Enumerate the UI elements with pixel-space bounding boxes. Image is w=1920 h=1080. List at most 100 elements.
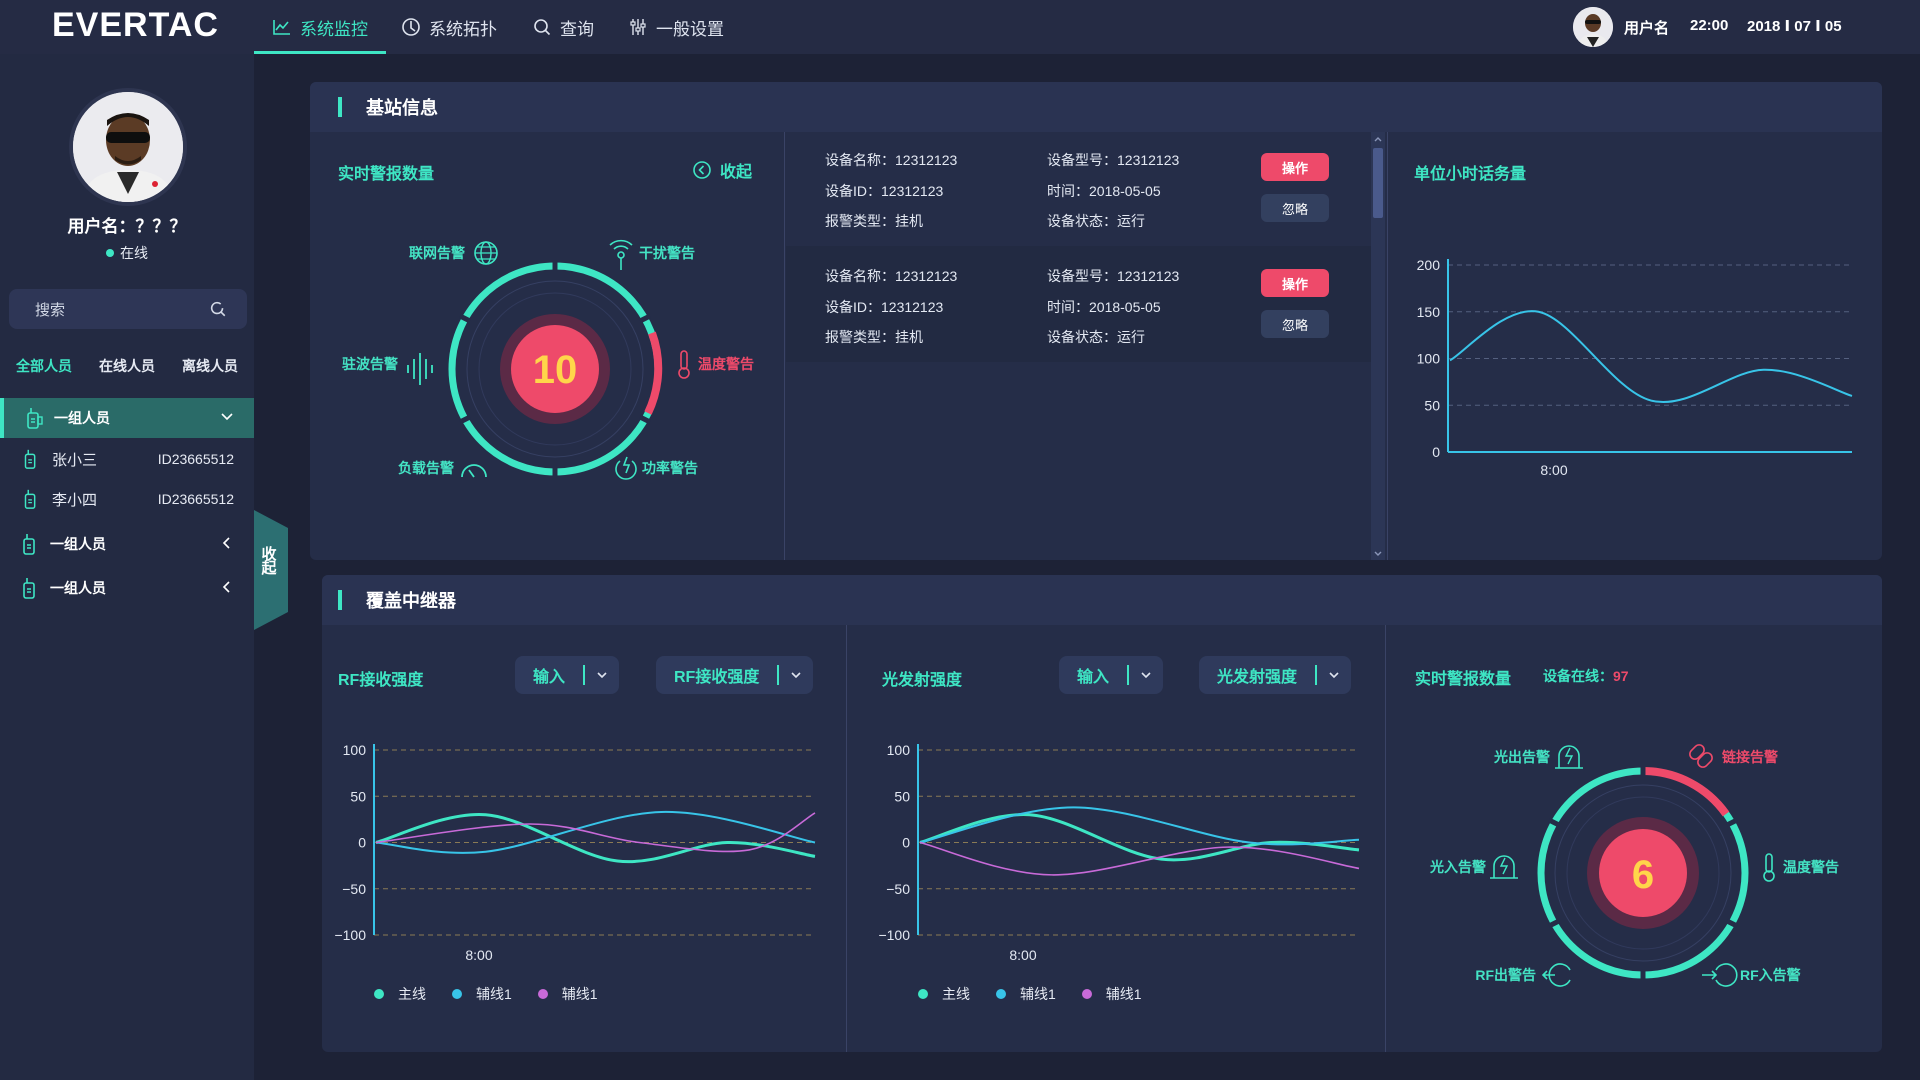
nav-general-settings[interactable]: 一般设置 [628,0,724,54]
optical-legend: 主线 辅线1 辅线1 [918,984,1142,1004]
y-tick-label: 50 [1424,397,1440,413]
online-status: 在线 [0,243,254,263]
group-item-3[interactable]: 一组人员 [0,568,254,608]
x-tick-label: 8:00 [1540,462,1567,478]
link-icon [1689,744,1713,768]
nav-query[interactable]: 查询 [532,0,594,54]
series-line-2 [375,810,816,854]
label-temperature-warning: 温度警告 [698,356,754,372]
group-item-1[interactable]: 一组人员 [0,398,254,438]
device-1-id: 设备ID：12312123 [825,181,943,201]
walkie-talkie-icon [23,534,35,555]
collapse-button[interactable]: 收起 [692,158,752,182]
sidebar-collapse-label[interactable]: 收起 [261,546,277,577]
x-tick-label: 8:00 [465,947,492,963]
chevron-left-icon [222,537,230,549]
nav-active-indicator [254,51,386,54]
rf-in-icon [1702,963,1738,987]
y-tick-label: −100 [878,927,910,943]
device-card-bg [786,246,1371,362]
search-icon[interactable] [209,300,227,318]
rf-metric-select[interactable]: RF接收强度 [656,656,814,694]
label-rf-in-alarm: RF入告警 [1740,967,1801,983]
group-name: 一组人员 [50,580,106,596]
ignore-button[interactable]: 忽略 [1261,310,1329,338]
select-value: 输入 [1077,669,1110,686]
sidebar-collapse-tab[interactable] [254,510,288,630]
field-label: 报警类型： [825,213,895,229]
rf-legend: 主线 辅线1 辅线1 [374,984,598,1004]
user-avatar[interactable] [69,88,187,206]
gauge-ticks [1547,765,1739,981]
rf-chart: 100 50 0 −50 −100 8:00 [334,742,816,963]
legend-item-main[interactable]: 主线 [918,984,970,1004]
y-tick-label: 200 [1417,257,1441,273]
field-value: 挂机 [895,213,923,229]
field-label: 时间： [1047,183,1089,199]
legend-item-aux1[interactable]: 辅线1 [452,984,512,1004]
alarm-gauge: 10 联网告警 干扰警告 温度警告 驻波告警 负载告警 功率警告 [342,239,754,480]
power-icon [615,456,637,480]
gauge-inner-ring [1554,784,1732,962]
traffic-chart: 0 50 100 150 200 8:00 [1417,257,1853,478]
rf-input-select[interactable]: 输入 [515,656,620,694]
chevron-left-icon [222,581,230,593]
member-name: 张小三 [52,451,98,469]
field-value: 12312123 [881,299,944,315]
ignore-button[interactable]: 忽略 [1261,194,1329,222]
gauge-inner-ring [466,280,644,458]
optical-input-select[interactable]: 输入 [1059,656,1164,694]
nav-system-monitor[interactable]: 系统监控 [272,0,368,54]
sidebar-username: 用户名：？？？ [67,217,187,236]
divider [846,625,847,1052]
label-standing-wave-alarm: 驻波告警 [342,356,398,372]
divider [1385,625,1386,1052]
legend-item-aux1[interactable]: 辅线1 [996,984,1056,1004]
field-label: 时间： [1047,299,1089,315]
gauge-inner-ring [478,292,632,446]
scrollbar-track [1373,137,1383,556]
field-value: 12312123 [1117,268,1180,284]
header-avatar[interactable] [1573,7,1613,47]
nav-topology[interactable]: 系统拓扑 [401,0,497,54]
tab-offline-staff[interactable]: 离线人员 [182,358,238,374]
field-label: 设备型号： [1047,152,1117,168]
y-tick-label: 50 [894,788,910,804]
y-tick-label: 100 [343,742,367,758]
operate-button[interactable]: 操作 [1261,269,1329,297]
legend-item-main[interactable]: 主线 [374,984,426,1004]
y-tick-label: −50 [886,881,910,897]
field-value: 2018-05-05 [1089,183,1161,199]
legend-item-aux2[interactable]: 辅线1 [537,984,598,1004]
legend-label: 辅线1 [1020,986,1056,1002]
panel-title: 基站信息 [366,98,438,118]
optical-metric-select[interactable]: 光发射强度 [1199,656,1352,694]
select-value: RF接收强度 [674,669,760,686]
globe-icon [474,241,498,265]
divider [784,132,785,560]
y-tick-label: 100 [1417,351,1441,367]
gauge-core [1599,829,1687,917]
panel-header: 覆盖中继器 [322,575,1882,625]
header-time: 22:00 [1690,17,1729,34]
series-line-3 [919,841,1360,876]
header-username[interactable]: 用户名 [1624,20,1670,37]
nav-label: 系统监控 [300,19,368,39]
y-tick-label: 0 [902,835,910,851]
member-id: ID23665512 [157,491,234,507]
device-2-name: 设备名称：12312123 [825,266,957,286]
search-input[interactable]: 搜索 [9,289,247,329]
field-value: 12312123 [881,183,944,199]
legend-item-aux2[interactable]: 辅线1 [1081,984,1142,1004]
list-item[interactable]: 李小四 ID23665512 [0,480,254,518]
list-item[interactable]: 张小三 ID23665512 [0,440,254,478]
operate-button[interactable]: 操作 [1261,153,1329,181]
gauge-alert-arc [644,331,663,415]
chevron-down-icon [791,672,801,679]
field-value: 12312123 [1117,152,1180,168]
group-item-2[interactable]: 一组人员 [0,524,254,564]
scrollbar[interactable] [1371,132,1385,560]
tab-online-staff[interactable]: 在线人员 [99,358,155,374]
tab-all-staff[interactable]: 全部人员 [16,358,72,374]
panel-title: 覆盖中继器 [366,591,456,611]
